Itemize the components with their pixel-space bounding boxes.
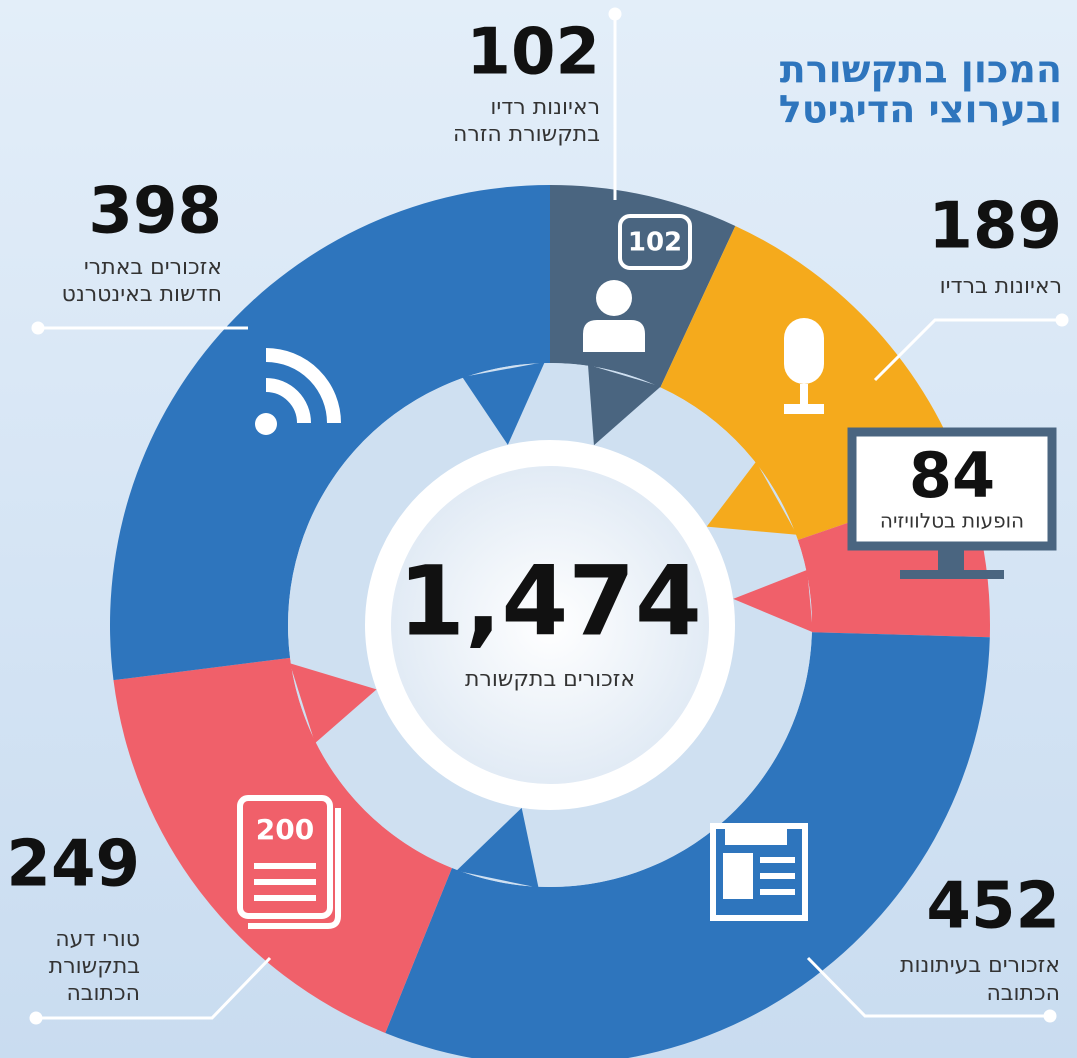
segment-arrow bbox=[456, 807, 539, 888]
segment-arrow bbox=[733, 569, 813, 633]
segment bbox=[109, 185, 550, 681]
value-label: 398 bbox=[88, 175, 222, 249]
segment-arrow bbox=[289, 663, 377, 744]
person-icon bbox=[583, 214, 692, 352]
arrows bbox=[289, 362, 813, 888]
category-label: ראיונות רדיו bbox=[490, 95, 600, 120]
value-label: 84 bbox=[909, 439, 995, 512]
category-label: בתקשורת הזרה bbox=[453, 122, 600, 147]
segment bbox=[385, 632, 990, 1058]
paper-icon bbox=[237, 795, 341, 929]
category-label: הכתובה bbox=[986, 981, 1060, 1006]
newspaper-icon bbox=[710, 823, 808, 921]
wifi-icon bbox=[255, 348, 341, 435]
category-label: אזכורים בעיתונות bbox=[900, 953, 1060, 978]
segment-arrow bbox=[706, 461, 798, 535]
icon-text: 200 bbox=[256, 813, 314, 846]
segment bbox=[113, 657, 452, 1034]
category-label: טורי דעה bbox=[55, 927, 140, 952]
title: ובערוצי הדיגיטל bbox=[779, 88, 1062, 132]
radio-icon bbox=[784, 318, 824, 414]
value-label: 189 bbox=[928, 190, 1062, 264]
value-label: 102 bbox=[466, 16, 600, 90]
tv-icon bbox=[847, 427, 1057, 579]
value-label: 249 bbox=[6, 828, 140, 902]
title: המכון בתקשורת bbox=[780, 48, 1062, 92]
leader-lines bbox=[29, 7, 1069, 1025]
category-label: הופעות בטלוויזיה bbox=[880, 509, 1024, 533]
icon-text: 102 bbox=[628, 228, 682, 258]
segment-arrow bbox=[587, 364, 661, 446]
segment-arrow bbox=[462, 362, 545, 445]
category-label: הכתובה bbox=[66, 981, 140, 1006]
center-disc bbox=[365, 440, 735, 810]
total-value: 1,474 bbox=[398, 545, 702, 657]
category-label: חדשות באינטרנט bbox=[62, 282, 222, 307]
category-label: ראיונות ברדיו bbox=[940, 274, 1062, 299]
value-label: 452 bbox=[926, 870, 1060, 944]
category-label: בתקשורת bbox=[49, 954, 140, 979]
total-label: אזכורים בתקשורת bbox=[465, 667, 635, 692]
category-label: אזכורים באתרי bbox=[84, 255, 222, 280]
